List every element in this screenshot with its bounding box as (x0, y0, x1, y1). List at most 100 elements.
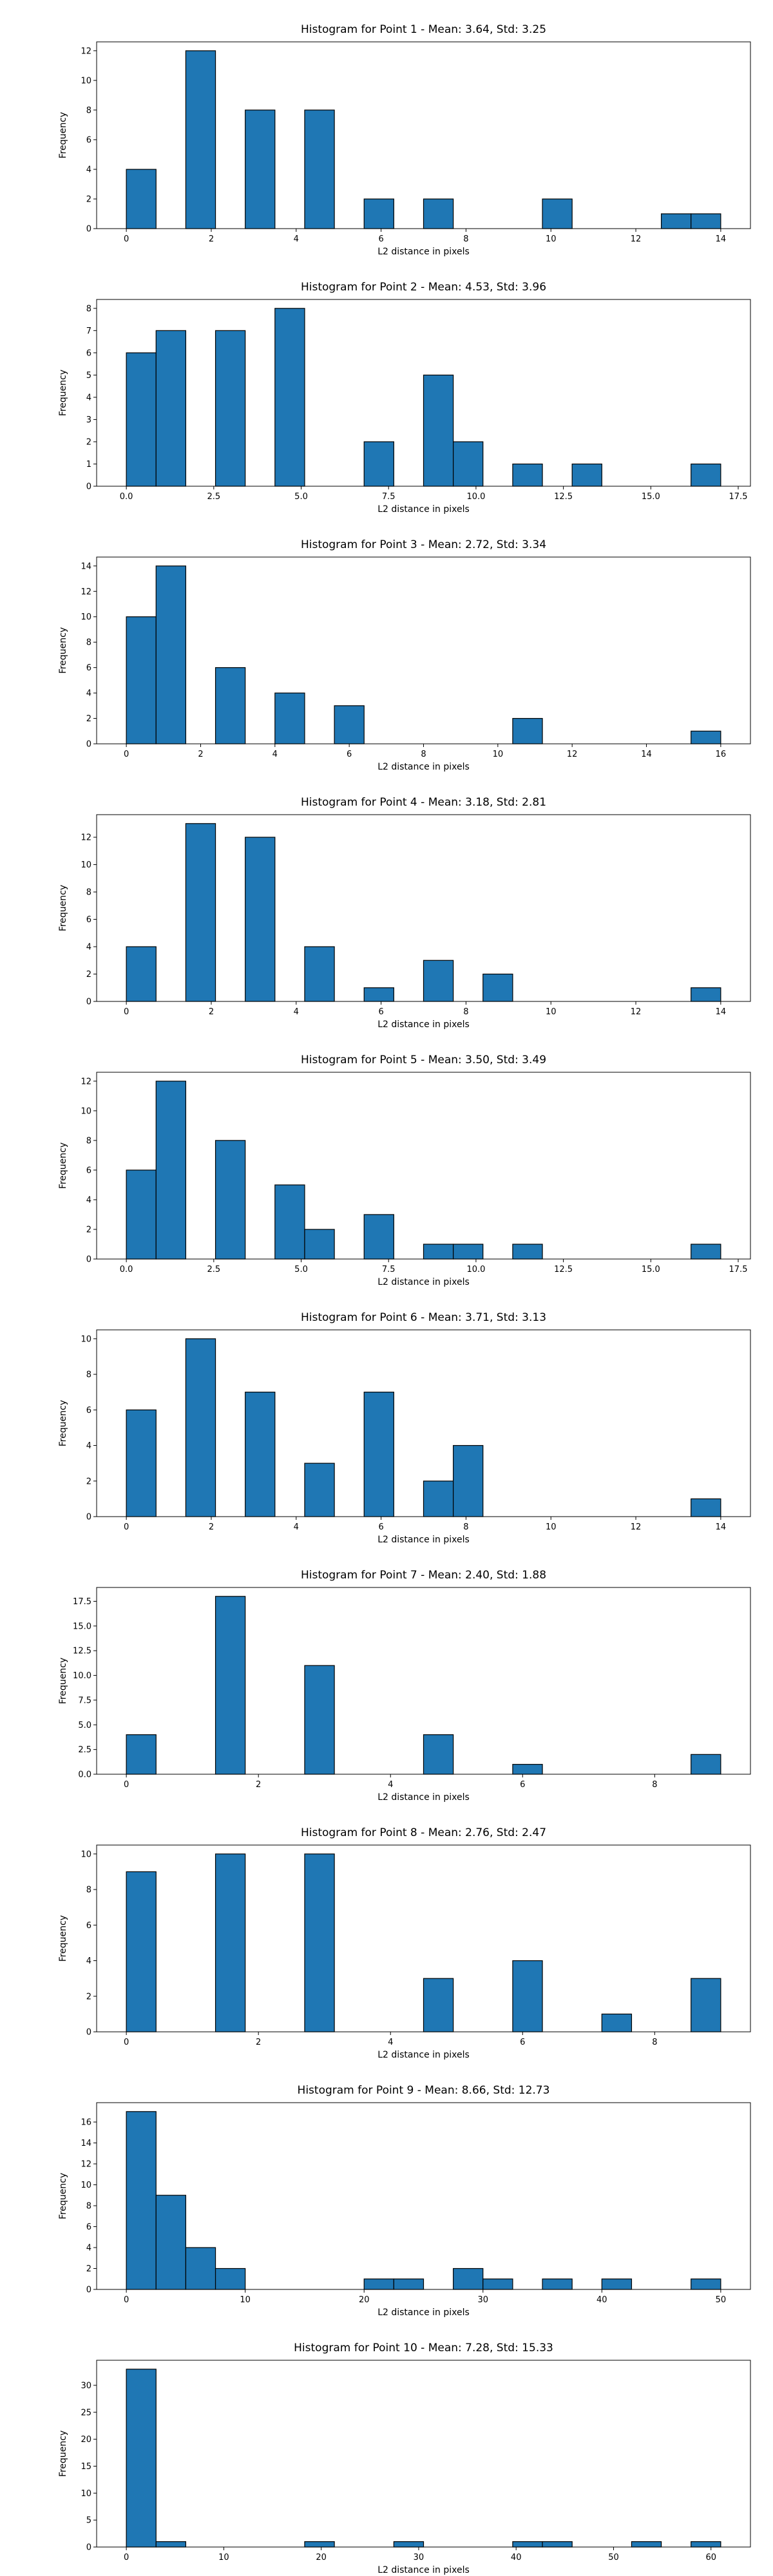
histogram-bar (185, 50, 216, 229)
histogram-bar (245, 1392, 276, 1517)
x-tick-label: 6 (378, 1522, 383, 1532)
y-tick-label: 2 (86, 1992, 91, 2002)
axes-frame (96, 1329, 751, 1517)
histogram-bar (126, 616, 157, 744)
x-tick-label: 2 (256, 1780, 261, 1790)
histogram-bar (304, 1229, 335, 1260)
chart-title: Histogram for Point 7 - Mean: 2.40, Std:… (301, 1569, 546, 1582)
histogram-panel-7: Histogram for Point 7 - Mean: 2.40, Std:… (58, 1569, 751, 1803)
histogram-bar (423, 1481, 454, 1517)
x-tick-label: 7.5 (382, 492, 396, 502)
y-tick-label: 8 (86, 888, 91, 898)
x-tick-label: 5.0 (294, 1265, 308, 1274)
x-tick-label: 12 (631, 234, 642, 244)
y-tick-label: 12 (81, 2160, 91, 2170)
histogram-bar (126, 1734, 157, 1775)
histogram-bar (512, 1244, 543, 1260)
x-tick-label: 6 (378, 1007, 383, 1017)
y-tick-label: 10 (81, 612, 91, 622)
x-axis-label: L2 distance in pixels (377, 504, 470, 515)
y-axis-label: Frequency (58, 627, 68, 674)
x-tick-label: 10 (546, 1522, 557, 1532)
y-tick-label: 0 (86, 1255, 91, 1265)
y-tick-label: 3 (86, 415, 91, 425)
x-tick-label: 12 (631, 1007, 642, 1017)
histogram-bar (512, 463, 543, 487)
histogram-bar (185, 2247, 216, 2290)
y-tick-label: 2 (86, 714, 91, 724)
histogram-bar (691, 463, 721, 487)
chart-title: Histogram for Point 4 - Mean: 3.18, Std:… (301, 796, 546, 809)
histogram-panel-6: Histogram for Point 6 - Mean: 3.71, Std:… (58, 1311, 751, 1545)
histogram-bar (691, 730, 721, 744)
histogram-bar (363, 198, 394, 229)
y-tick-label: 2 (86, 2264, 91, 2274)
axes-frame (96, 814, 751, 1002)
y-tick-label: 30 (81, 2381, 91, 2391)
histogram-bar (423, 1734, 454, 1775)
y-tick-label: 0 (86, 1513, 91, 1522)
x-tick-label: 4 (294, 234, 299, 244)
histogram-panel-3: Histogram for Point 3 - Mean: 2.72, Std:… (58, 538, 751, 772)
y-tick-label: 25 (81, 2408, 91, 2418)
y-tick-label: 6 (86, 1166, 91, 1175)
x-tick-label: 16 (716, 750, 727, 759)
x-tick-label: 8 (421, 750, 426, 759)
x-axis-label: L2 distance in pixels (377, 2050, 470, 2060)
y-tick-label: 6 (86, 915, 91, 925)
y-tick-label: 12 (81, 1077, 91, 1086)
y-tick-label: 10 (81, 1106, 91, 1116)
histogram-bar (453, 2268, 484, 2290)
x-axis-label: L2 distance in pixels (377, 2307, 470, 2318)
y-tick-label: 5.0 (78, 1721, 91, 1730)
histogram-bar (542, 198, 573, 229)
y-tick-label: 10 (81, 2181, 91, 2190)
chart-title: Histogram for Point 9 - Mean: 8.66, Std:… (298, 2084, 550, 2097)
y-tick-label: 7.5 (78, 1696, 91, 1705)
x-axis-label: L2 distance in pixels (377, 1019, 470, 1030)
y-axis-label: Frequency (58, 1915, 68, 1962)
histogram-bar (482, 2278, 513, 2290)
y-tick-label: 0 (86, 740, 91, 750)
x-tick-label: 40 (596, 2295, 607, 2305)
x-tick-label: 6 (378, 234, 383, 244)
histogram-bar (453, 1444, 484, 1517)
histogram-panel-9: Histogram for Point 9 - Mean: 8.66, Std:… (58, 2084, 751, 2318)
x-tick-label: 2.5 (207, 1265, 220, 1274)
x-axis-label: L2 distance in pixels (377, 1535, 470, 1545)
y-tick-label: 15 (81, 2462, 91, 2472)
y-tick-label: 10 (81, 1334, 91, 1344)
y-tick-label: 20 (81, 2435, 91, 2445)
chart-title: Histogram for Point 10 - Mean: 7.28, Std… (294, 2342, 553, 2354)
histogram-bar (453, 1244, 484, 1260)
x-tick-label: 50 (608, 2553, 619, 2562)
histogram-panel-2: Histogram for Point 2 - Mean: 4.53, Std:… (58, 281, 751, 515)
histogram-bar (304, 2541, 335, 2548)
histogram-bar (423, 374, 454, 487)
y-tick-label: 6 (86, 135, 91, 145)
y-tick-label: 4 (86, 943, 91, 952)
y-tick-label: 0 (86, 225, 91, 234)
histogram-bar (334, 705, 365, 744)
y-tick-label: 8 (86, 1136, 91, 1146)
y-tick-label: 4 (86, 1956, 91, 1966)
x-tick-label: 8 (463, 234, 468, 244)
x-tick-label: 10 (240, 2295, 251, 2305)
histogram-bar (155, 2541, 187, 2548)
y-tick-label: 10 (81, 2489, 91, 2499)
histogram-bar (304, 1665, 335, 1775)
x-tick-label: 12 (567, 750, 578, 759)
histogram-bar (126, 352, 157, 487)
y-axis-label: Frequency (58, 2173, 68, 2219)
x-tick-label: 8 (652, 1780, 657, 1790)
histogram-panel-1: Histogram for Point 1 - Mean: 3.64, Std:… (58, 23, 751, 257)
x-tick-label: 20 (316, 2553, 327, 2562)
y-tick-label: 17.5 (73, 1597, 91, 1607)
y-tick-label: 0 (86, 482, 91, 492)
y-tick-label: 14 (81, 2139, 91, 2148)
axes-frame (96, 2360, 751, 2548)
y-tick-label: 6 (86, 2222, 91, 2232)
axes-frame (96, 556, 751, 744)
x-tick-label: 8 (463, 1007, 468, 1017)
histogram-bar (126, 1871, 157, 2032)
